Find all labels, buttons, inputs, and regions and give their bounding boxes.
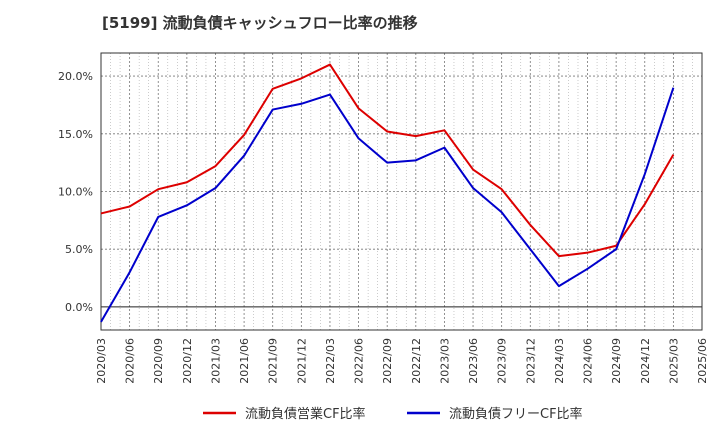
x-tick-label: 2021/09 bbox=[267, 338, 280, 384]
series-line-2 bbox=[100, 87, 675, 323]
y-tick-label: 5.0% bbox=[65, 243, 93, 256]
x-tick-label: 2022/12 bbox=[410, 338, 423, 384]
series-line-1 bbox=[100, 63, 675, 258]
x-tick-label: 2024/12 bbox=[639, 338, 652, 384]
x-tick-label: 2020/12 bbox=[181, 338, 194, 384]
legend-label-1: 流動負債営業CF比率 bbox=[245, 406, 366, 422]
x-tick-label: 2022/03 bbox=[324, 338, 337, 384]
x-tick-label: 2025/06 bbox=[696, 338, 709, 384]
y-tick-label: 15.0% bbox=[58, 128, 93, 141]
x-tick-label: 2022/09 bbox=[381, 338, 394, 384]
x-tick-label: 2020/06 bbox=[124, 338, 137, 384]
x-tick-label: 2021/03 bbox=[209, 338, 222, 384]
x-tick-label: 2024/06 bbox=[582, 338, 595, 384]
x-tick-label: 2021/06 bbox=[238, 338, 251, 384]
x-tick-label: 2020/09 bbox=[152, 338, 165, 384]
x-tick-label: 2023/12 bbox=[524, 338, 537, 384]
x-tick-label: 2025/03 bbox=[667, 338, 680, 384]
y-tick-label: 0.0% bbox=[65, 301, 93, 314]
x-tick-label: 2024/03 bbox=[553, 338, 566, 384]
x-tick-label: 2023/06 bbox=[467, 338, 480, 384]
y-tick-label: 20.0% bbox=[58, 70, 93, 83]
legend-label-2: 流動負債フリーCF比率 bbox=[449, 406, 583, 422]
y-tick-label: 10.0% bbox=[58, 186, 93, 199]
x-tick-label: 2021/12 bbox=[295, 338, 308, 384]
x-tick-label: 2020/03 bbox=[95, 338, 108, 384]
x-tick-label: 2023/03 bbox=[438, 338, 451, 384]
chart-title: [5199] 流動負債キャッシュフロー比率の推移 bbox=[102, 14, 418, 32]
x-tick-label: 2023/09 bbox=[496, 338, 509, 384]
x-tick-label: 2024/09 bbox=[610, 338, 623, 384]
x-tick-label: 2022/06 bbox=[353, 338, 366, 384]
plot-border bbox=[100, 52, 703, 331]
